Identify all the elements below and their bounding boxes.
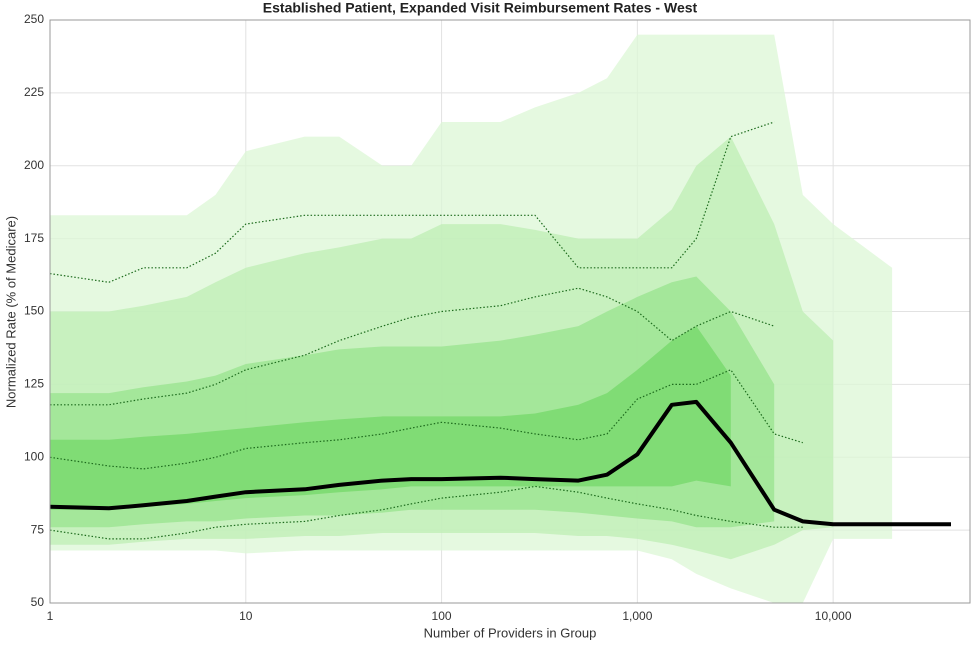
x-tick-label: 10 [239,609,253,623]
chart-title: Established Patient, Expanded Visit Reim… [263,0,698,16]
plot-frame [49,19,971,604]
percentile-line [49,369,803,470]
y-tick-label: 175 [24,231,44,245]
percentile-line [49,485,803,540]
y-tick-label: 150 [24,304,44,318]
y-tick-label: 225 [24,85,44,99]
percentile-line [49,121,775,283]
band [50,326,731,510]
y-tick-label: 200 [24,158,44,172]
median-line [49,399,951,527]
y-tick-label: 100 [24,449,44,463]
x-axis-label: Number of Providers in Group [424,625,597,640]
y-axis-label: Normalized Rate (% of Medicare) [3,216,18,408]
x-tick-label: 1,000 [622,609,652,623]
y-tick-label: 125 [24,377,44,391]
y-tick-label: 50 [31,595,45,609]
x-tick-label: 1 [47,609,54,623]
y-tick-label: 75 [31,522,45,536]
x-tick-label: 10,000 [815,609,852,623]
x-tick-label: 100 [432,609,452,623]
y-tick-label: 250 [24,12,44,26]
